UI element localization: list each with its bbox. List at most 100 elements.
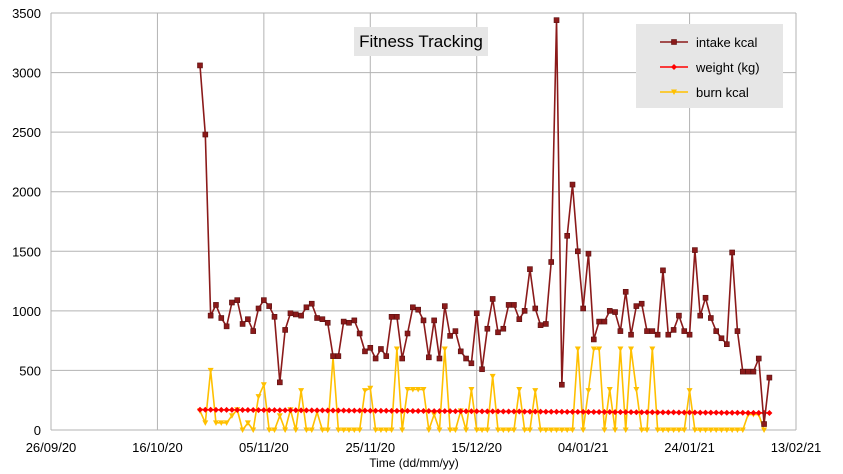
- intake-kcal-point: [755, 355, 762, 362]
- weight-kg-point: [383, 407, 390, 414]
- weight-kg-point: [622, 409, 629, 416]
- burn-kcal-point: [659, 427, 666, 433]
- weight-kg-point: [633, 409, 640, 416]
- weight-kg-point: [542, 408, 549, 415]
- weight-kg-point: [590, 408, 597, 415]
- intake-kcal-point: [479, 366, 485, 373]
- x-axis-tick-labels: 26/09/20 16/10/20 05/11/20 25/11/20 15/12/20…: [26, 440, 822, 455]
- weight-kg-point: [521, 408, 528, 415]
- legend-item-burn-kcal: burn kcal: [660, 85, 749, 100]
- legend-label-intake-kcal: intake kcal: [696, 35, 758, 50]
- weight-kg-point: [372, 407, 379, 414]
- burn-kcal-point: [388, 427, 395, 433]
- burn-kcal-point: [601, 427, 608, 433]
- weight-kg-point: [580, 408, 587, 415]
- burn-kcal-point: [638, 427, 645, 433]
- burn-kcal-point: [346, 427, 352, 433]
- weight-kg-point: [436, 408, 443, 415]
- weight-kg-point: [745, 409, 752, 416]
- weight-kg-point: [532, 408, 539, 415]
- intake-kcal-point: [213, 302, 219, 308]
- burn-kcal-point: [484, 427, 491, 433]
- weight-kg-point: [505, 408, 512, 415]
- burn-kcal-point: [734, 427, 741, 433]
- weight-kg-point: [218, 406, 225, 413]
- intake-kcal-point: [388, 314, 395, 320]
- burn-kcal-point: [633, 386, 640, 393]
- weight-kg-point: [675, 409, 682, 416]
- burn-kcal-point: [271, 427, 278, 433]
- burn-kcal-point: [761, 427, 768, 433]
- intake-kcal-point: [298, 312, 304, 319]
- intake-kcal-point: [218, 315, 225, 321]
- intake-kcal-point: [426, 354, 432, 361]
- burn-kcal-point: [207, 367, 214, 374]
- weight-kg-point: [404, 407, 411, 414]
- weight-kg-point: [441, 408, 448, 415]
- legend: intake kcal weight (kg) burn kcal: [636, 24, 783, 108]
- weight-kg-point: [255, 407, 262, 414]
- intake-kcal-point: [383, 353, 390, 359]
- intake-kcal-point: [564, 232, 570, 239]
- burn-kcal-point: [654, 427, 661, 433]
- intake-kcal-point: [495, 329, 501, 336]
- intake-kcal-point: [612, 309, 618, 315]
- x-tick-label: 25/11/20: [345, 440, 395, 455]
- burn-kcal-point: [713, 427, 720, 433]
- intake-kcal-point: [676, 312, 682, 319]
- burn-kcal-point: [569, 427, 576, 433]
- intake-kcal-point: [250, 328, 257, 334]
- burn-kcal-point: [335, 427, 342, 433]
- burn-kcal-point: [723, 427, 730, 433]
- burn-kcal-point: [356, 427, 363, 433]
- weight-kg-point: [649, 409, 656, 416]
- intake-kcal-point: [362, 348, 368, 355]
- weight-kg-point: [282, 407, 289, 414]
- burn-kcal-point: [319, 427, 326, 433]
- weight-kg-point: [654, 409, 661, 416]
- weight-kg-point: [718, 409, 725, 416]
- intake-kcal-point: [761, 421, 767, 427]
- intake-kcal-point: [766, 374, 773, 381]
- y-tick-label: 500: [19, 363, 41, 378]
- weight-kg-point: [415, 407, 422, 414]
- burn-kcal-point: [681, 427, 688, 433]
- y-tick-label: 2500: [12, 125, 41, 140]
- burn-kcal-point: [447, 427, 454, 433]
- y-tick-label: 2000: [12, 185, 41, 200]
- burn-kcal-point: [202, 420, 209, 426]
- intake-kcal-point: [255, 305, 262, 312]
- burn-kcal-point: [298, 388, 305, 394]
- burn-kcal-point: [686, 388, 693, 394]
- weight-kg-point: [298, 407, 305, 414]
- burn-kcal-point: [409, 386, 416, 393]
- weight-kg-point: [212, 406, 219, 413]
- burn-kcal-point: [585, 388, 592, 394]
- intake-kcal-point: [415, 306, 421, 313]
- weight-kg-point: [431, 408, 438, 415]
- x-axis-title: Time (dd/mm/yy): [369, 456, 459, 470]
- intake-kcal-point: [516, 316, 523, 322]
- intake-kcal-point: [665, 331, 672, 338]
- y-tick-label: 1000: [12, 304, 41, 319]
- burn-kcal-point: [441, 346, 448, 352]
- intake-kcal-point: [292, 311, 299, 318]
- weight-kg-point: [713, 409, 720, 416]
- intake-kcal-point: [702, 294, 709, 301]
- burn-kcal-point: [479, 427, 486, 433]
- burn-kcal-point: [548, 427, 555, 433]
- intake-kcal-point: [447, 333, 453, 339]
- legend-marker-burn-kcal: [671, 89, 677, 95]
- weight-kg-point: [612, 409, 619, 416]
- x-tick-label: 24/01/21: [664, 440, 715, 455]
- weight-kg-point: [500, 408, 507, 415]
- weight-kg-point: [558, 408, 565, 415]
- intake-kcal-point: [596, 318, 602, 325]
- burn-kcal-point: [255, 394, 262, 400]
- x-tick-label: 16/10/20: [132, 440, 183, 455]
- intake-kcal-point: [511, 302, 517, 308]
- legend-item-intake-kcal: intake kcal: [660, 35, 758, 50]
- weight-kg-point: [548, 408, 555, 415]
- chart-title: Fitness Tracking: [359, 32, 483, 51]
- weight-kg-point: [473, 408, 480, 415]
